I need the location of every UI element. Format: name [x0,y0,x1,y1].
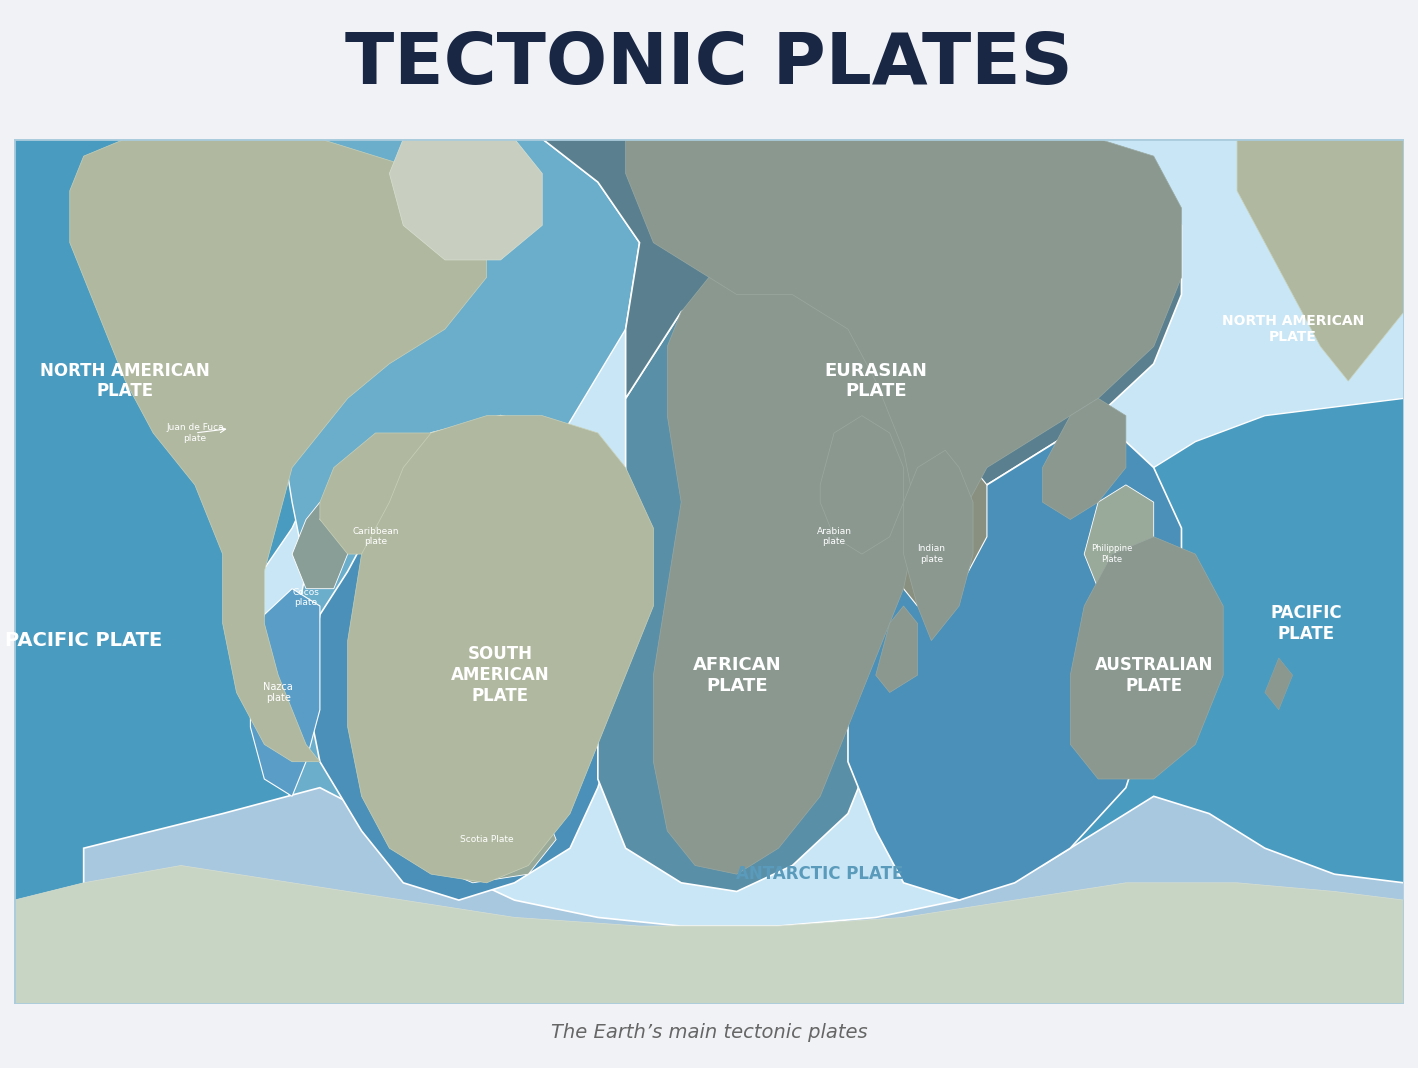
Polygon shape [1071,537,1224,779]
Polygon shape [84,788,1404,1004]
Polygon shape [208,398,264,459]
Polygon shape [306,415,654,900]
Text: Juan de Fuca
plate: Juan de Fuca plate [166,423,224,442]
Polygon shape [208,139,640,883]
Text: AFRICAN
PLATE: AFRICAN PLATE [692,656,781,694]
Polygon shape [542,139,1181,571]
Text: The Earth’s main tectonic plates: The Earth’s main tectonic plates [550,1023,868,1042]
Polygon shape [1085,485,1154,588]
Text: AUSTRALIAN
PLATE: AUSTRALIAN PLATE [1095,656,1212,694]
Polygon shape [1236,139,1404,381]
Text: NORTH AMERICAN
PLATE: NORTH AMERICAN PLATE [41,362,210,400]
Polygon shape [320,468,459,554]
Polygon shape [848,415,1181,900]
Text: Arabian
plate: Arabian plate [817,528,852,547]
Text: Nazca
plate: Nazca plate [264,681,294,704]
Polygon shape [1042,398,1126,519]
Text: Indian
plate: Indian plate [917,545,946,564]
Polygon shape [1015,398,1404,1004]
Polygon shape [876,606,917,692]
Polygon shape [390,139,542,260]
Polygon shape [69,139,486,761]
Polygon shape [431,797,556,883]
Polygon shape [820,415,903,554]
Text: PACIFIC
PLATE: PACIFIC PLATE [1271,603,1343,643]
Polygon shape [625,139,1181,537]
Text: ANTARCTIC PLATE: ANTARCTIC PLATE [736,865,903,883]
Text: PACIFIC PLATE: PACIFIC PLATE [6,631,162,650]
Polygon shape [347,415,654,883]
Text: Philippine
Plate: Philippine Plate [1092,545,1133,564]
Polygon shape [654,278,917,874]
Polygon shape [292,502,347,588]
Polygon shape [1265,658,1293,710]
Text: TECTONIC PLATES: TECTONIC PLATES [345,30,1073,98]
Polygon shape [14,865,1404,1004]
Text: SOUTH
AMERICAN
PLATE: SOUTH AMERICAN PLATE [451,645,550,705]
Polygon shape [251,588,320,797]
Polygon shape [320,433,472,554]
Polygon shape [903,451,973,641]
Text: NORTH AMERICAN
PLATE: NORTH AMERICAN PLATE [1221,314,1364,344]
Text: EURASIAN
PLATE: EURASIAN PLATE [824,362,927,400]
Polygon shape [598,295,932,892]
Text: Caribbean
plate: Caribbean plate [352,528,398,547]
Polygon shape [889,442,987,606]
Polygon shape [807,442,889,571]
Text: Scotia Plate: Scotia Plate [459,835,513,844]
Text: Cocos
plate: Cocos plate [292,587,319,607]
Polygon shape [14,139,820,1004]
